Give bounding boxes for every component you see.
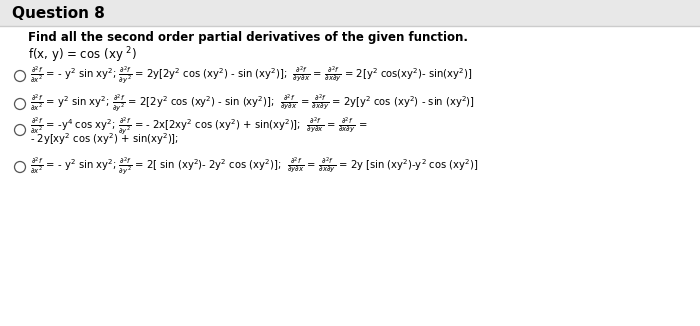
Text: $\frac{\partial^2 f}{\partial x^2}$ = - y$^2$ sin xy$^2$; $\frac{\partial^2 f}{\: $\frac{\partial^2 f}{\partial x^2}$ = - … <box>30 155 479 177</box>
Text: Find all the second order partial derivatives of the given function.: Find all the second order partial deriva… <box>28 31 468 43</box>
Text: Question 8: Question 8 <box>12 6 105 21</box>
Text: $\frac{\partial^2 f}{\partial x^2}$ = y$^2$ sin xy$^2$; $\frac{\partial^2 f}{\pa: $\frac{\partial^2 f}{\partial x^2}$ = y$… <box>30 92 475 114</box>
Text: $\frac{\partial^2 f}{\partial x^2}$ = - y$^2$ sin xy$^2$; $\frac{\partial^2 f}{\: $\frac{\partial^2 f}{\partial x^2}$ = - … <box>30 64 472 86</box>
Text: $\frac{\partial^2 f}{\partial x^2}$ = -y$^4$ cos xy$^2$; $\frac{\partial^2 f}{\p: $\frac{\partial^2 f}{\partial x^2}$ = -y… <box>30 115 368 137</box>
Text: f(x, y) = cos (xy $^2$): f(x, y) = cos (xy $^2$) <box>28 45 137 65</box>
Bar <box>0 0 700 26</box>
Text: - 2y[xy$^2$ cos (xy$^2$) + sin(xy$^2$)];: - 2y[xy$^2$ cos (xy$^2$) + sin(xy$^2$)]; <box>30 131 179 147</box>
